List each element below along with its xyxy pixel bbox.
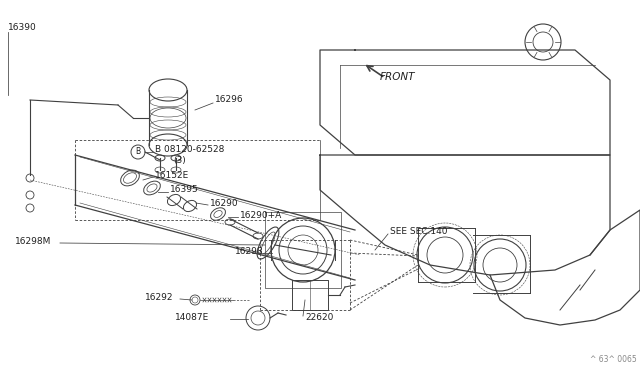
Text: 16390: 16390 <box>8 23 36 32</box>
Text: 16290+A: 16290+A <box>240 211 282 219</box>
Text: 22620: 22620 <box>305 314 333 323</box>
Text: 16290: 16290 <box>210 199 239 208</box>
Text: ^ 63^ 0065: ^ 63^ 0065 <box>590 356 637 365</box>
Text: 16395: 16395 <box>170 186 199 195</box>
Text: FRONT: FRONT <box>380 72 415 82</box>
Text: 14087E: 14087E <box>175 314 209 323</box>
Text: B: B <box>136 148 141 157</box>
Text: 16292: 16292 <box>145 294 173 302</box>
Text: 16298M: 16298M <box>15 237 51 247</box>
Text: (3): (3) <box>173 155 186 164</box>
Text: 16298: 16298 <box>235 247 264 257</box>
Text: SEE SEC.140: SEE SEC.140 <box>390 228 447 237</box>
Text: B 08120-62528: B 08120-62528 <box>155 145 225 154</box>
Text: 16152E: 16152E <box>155 170 189 180</box>
Text: 16296: 16296 <box>215 96 244 105</box>
